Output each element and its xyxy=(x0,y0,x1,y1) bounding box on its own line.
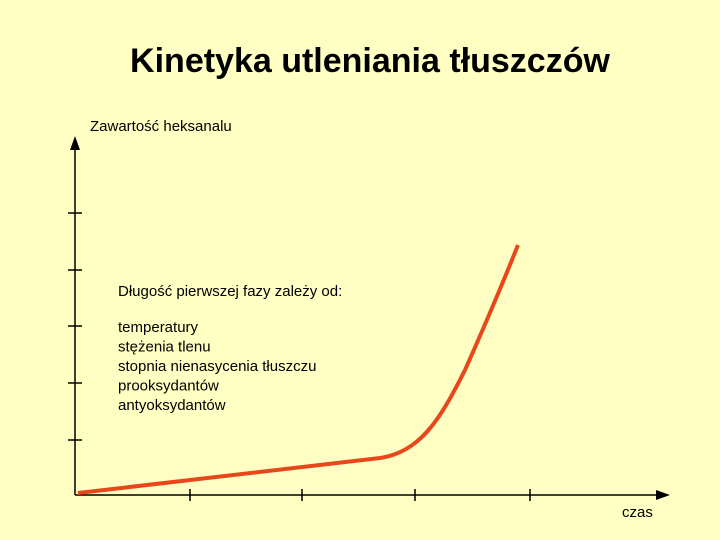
x-axis-label: czas xyxy=(622,504,653,521)
note-item: antyoksydantów xyxy=(118,397,226,414)
note-list: temperatury stężenia tlenu stopnia nienasy… xyxy=(118,319,316,414)
note-item: stopnia nienasycenia tłuszczu xyxy=(118,358,316,375)
note-item: stężenia tlenu xyxy=(118,339,211,356)
oxidation-curve xyxy=(77,244,520,495)
y-axis-arrow xyxy=(70,136,80,150)
axes xyxy=(68,145,662,501)
y-axis-label: Zawartość heksanalu xyxy=(90,118,232,135)
note-item: temperatury xyxy=(118,319,199,336)
note-item: prooksydantów xyxy=(118,378,219,395)
note-heading: Długość pierwszej fazy zależy od: xyxy=(118,283,342,300)
x-axis-arrow xyxy=(656,490,670,500)
slide-title: Kinetyka utleniania tłuszczów xyxy=(130,42,610,80)
